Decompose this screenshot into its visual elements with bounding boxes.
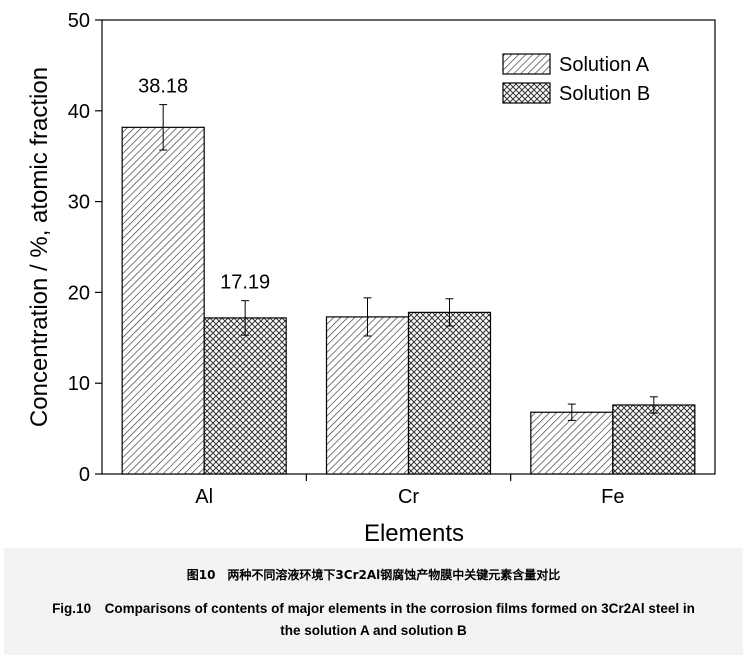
y-tick-label: 30 <box>68 192 90 214</box>
bar-fe-solution-a <box>530 411 614 475</box>
bar-al-solution-a <box>121 126 205 475</box>
data-label: 38.18 <box>138 76 188 98</box>
caption-english: Fig.10 Comparisons of contents of major … <box>52 601 695 638</box>
y-axis: 0 10 20 30 40 50 <box>68 10 102 486</box>
legend-label: Solution B <box>559 83 650 105</box>
y-tick-label: 50 <box>68 10 90 32</box>
y-tick-label: 0 <box>79 464 90 486</box>
y-tick-label: 40 <box>68 101 90 123</box>
x-axis: Al Cr Fe <box>195 474 625 508</box>
y-axis-title: Concentration / %, atomic fraction <box>26 67 53 427</box>
y-tick-label: 20 <box>68 282 90 304</box>
x-axis-title: Elements <box>364 520 464 547</box>
x-tick-label: Al <box>195 486 213 508</box>
x-tick-label: Fe <box>601 486 624 508</box>
data-labels: 38.18 17.19 <box>138 76 270 294</box>
error-bar <box>567 403 576 421</box>
error-bar <box>363 297 372 337</box>
data-label: 17.19 <box>220 272 270 294</box>
error-bar <box>445 298 454 327</box>
bar-al-solution-b <box>203 317 287 475</box>
legend-swatch <box>502 82 551 104</box>
y-tick-label: 10 <box>68 373 90 395</box>
legend-label: Solution A <box>559 54 650 76</box>
bars <box>121 104 696 475</box>
figure-caption: 图10 两种不同溶液环境下3Cr2Al钢腐蚀产物膜中关键元素含量对比 Fig.1… <box>4 548 743 655</box>
x-tick-label: Cr <box>398 486 419 508</box>
error-bar <box>159 104 168 151</box>
legend: Solution A Solution B <box>502 53 650 105</box>
bar-cr-solution-b <box>407 311 492 475</box>
bar-fe-solution-b <box>612 404 696 475</box>
caption-chinese: 图10 两种不同溶液环境下3Cr2Al钢腐蚀产物膜中关键元素含量对比 <box>186 568 561 582</box>
bar-cr-solution-a <box>325 316 410 475</box>
bar-chart: 0 10 20 30 40 50 Al Cr Fe 38.18 17.19 Concentrat… <box>26 10 716 547</box>
legend-swatch <box>502 53 551 75</box>
error-bar <box>649 396 658 414</box>
error-bar <box>241 300 250 336</box>
